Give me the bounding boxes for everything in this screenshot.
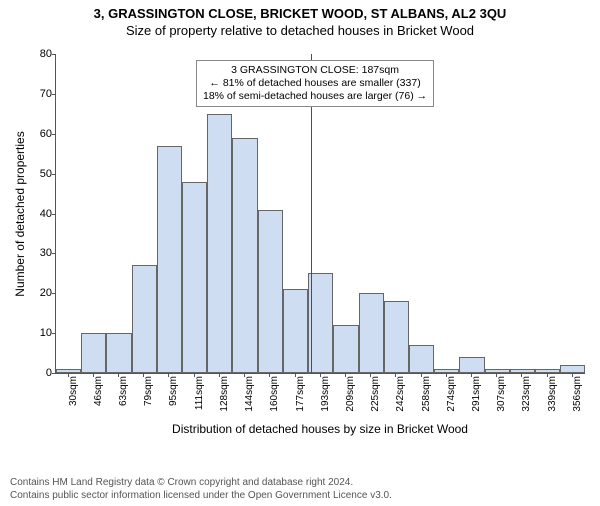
x-tick-label: 95sqm bbox=[168, 376, 179, 426]
histogram-bar bbox=[283, 289, 308, 373]
y-tick-label: 0 bbox=[22, 367, 52, 379]
x-tick-label: 323sqm bbox=[521, 376, 532, 426]
y-tick-mark bbox=[52, 54, 56, 55]
x-tick-label: 291sqm bbox=[471, 376, 482, 426]
callout-line: 18% of semi-detached houses are larger (… bbox=[203, 90, 427, 103]
y-tick-mark bbox=[52, 373, 56, 374]
callout-line: 3 GRASSINGTON CLOSE: 187sqm bbox=[203, 64, 427, 77]
footer-line2: Contains public sector information licen… bbox=[10, 490, 392, 503]
x-tick-label: 177sqm bbox=[295, 376, 306, 426]
x-tick-label: 356sqm bbox=[572, 376, 583, 426]
y-tick-mark bbox=[52, 253, 56, 254]
x-tick-label: 160sqm bbox=[269, 376, 280, 426]
histogram-bar bbox=[409, 345, 434, 373]
histogram-bar bbox=[258, 210, 283, 373]
y-tick-mark bbox=[52, 214, 56, 215]
x-tick-label: 63sqm bbox=[118, 376, 129, 426]
histogram-bar bbox=[106, 333, 131, 373]
histogram-bar bbox=[434, 369, 459, 373]
x-tick-label: 274sqm bbox=[446, 376, 457, 426]
y-tick-mark bbox=[52, 293, 56, 294]
histogram-bar bbox=[157, 146, 182, 373]
x-tick-label: 339sqm bbox=[547, 376, 558, 426]
x-tick-label: 193sqm bbox=[320, 376, 331, 426]
callout-line: ← 81% of detached houses are smaller (33… bbox=[203, 77, 427, 90]
histogram-bar bbox=[182, 182, 207, 373]
y-tick-label: 10 bbox=[22, 327, 52, 339]
histogram-bar bbox=[232, 138, 257, 373]
x-tick-label: 128sqm bbox=[219, 376, 230, 426]
histogram-bar bbox=[132, 265, 157, 373]
histogram-bar bbox=[207, 114, 232, 373]
page-title-line1: 3, GRASSINGTON CLOSE, BRICKET WOOD, ST A… bbox=[0, 6, 600, 21]
histogram-bar bbox=[333, 325, 358, 373]
plot-area: 010203040506070803 GRASSINGTON CLOSE: 18… bbox=[55, 54, 585, 374]
y-tick-mark bbox=[52, 333, 56, 334]
histogram-bar bbox=[459, 357, 484, 373]
histogram-bar bbox=[359, 293, 384, 373]
y-tick-label: 70 bbox=[22, 88, 52, 100]
x-tick-label: 144sqm bbox=[244, 376, 255, 426]
y-tick-label: 80 bbox=[22, 48, 52, 60]
x-tick-label: 30sqm bbox=[68, 376, 79, 426]
callout-box: 3 GRASSINGTON CLOSE: 187sqm← 81% of deta… bbox=[196, 60, 434, 107]
x-tick-label: 111sqm bbox=[194, 376, 205, 426]
histogram-bar bbox=[81, 333, 106, 373]
histogram-bar bbox=[384, 301, 409, 373]
x-tick-label: 225sqm bbox=[370, 376, 381, 426]
histogram-chart: 010203040506070803 GRASSINGTON CLOSE: 18… bbox=[55, 54, 585, 414]
x-tick-label: 307sqm bbox=[496, 376, 507, 426]
footer-line1: Contains HM Land Registry data © Crown c… bbox=[10, 477, 392, 490]
histogram-bar bbox=[56, 369, 81, 373]
x-tick-label: 46sqm bbox=[93, 376, 104, 426]
x-tick-label: 209sqm bbox=[345, 376, 356, 426]
y-tick-mark bbox=[52, 94, 56, 95]
y-tick-mark bbox=[52, 174, 56, 175]
footer-attribution: Contains HM Land Registry data © Crown c… bbox=[10, 477, 392, 502]
y-axis-label: Number of detached properties bbox=[13, 131, 27, 296]
y-tick-mark bbox=[52, 134, 56, 135]
x-tick-label: 258sqm bbox=[421, 376, 432, 426]
x-tick-label: 242sqm bbox=[395, 376, 406, 426]
page-title-line2: Size of property relative to detached ho… bbox=[0, 23, 600, 38]
histogram-bar bbox=[560, 365, 585, 373]
x-tick-label: 79sqm bbox=[143, 376, 154, 426]
